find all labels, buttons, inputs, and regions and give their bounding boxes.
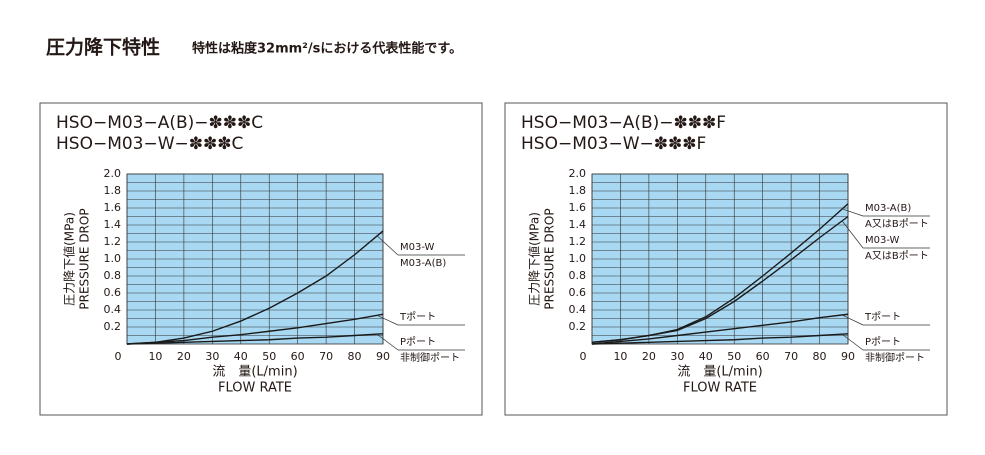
- y-tick-label: 0.4: [569, 303, 587, 316]
- y-axis-label: 圧力降下値(MPa): [527, 212, 542, 306]
- x-tick-label: 60: [756, 350, 770, 363]
- chart-frame: [504, 102, 948, 416]
- series-line: [126, 333, 384, 345]
- leader-line: [841, 220, 864, 249]
- y-tick-label: 1.0: [104, 252, 122, 265]
- page-subtitle: 特性は粘度32mm²/sにおける代表性能です。: [192, 41, 462, 57]
- legend-label: Tポート: [399, 311, 436, 323]
- x-tick-label: 20: [642, 350, 656, 363]
- y-tick-label: 0.8: [104, 269, 122, 282]
- y-tick-label: 1.4: [104, 218, 122, 231]
- legend-label: A又はBポート: [865, 218, 929, 230]
- chart-frame: [39, 102, 483, 416]
- x-tick-label: 70: [784, 350, 798, 363]
- chart-title: HSO−M03−W−✽✽✽F: [521, 134, 706, 154]
- y-tick-label: 0.6: [569, 286, 587, 299]
- x-tick-label: 30: [670, 350, 684, 363]
- page-title: 圧力降下特性: [46, 36, 160, 59]
- y-tick-label: 1.6: [569, 201, 587, 214]
- y-tick-label: 0.4: [104, 303, 122, 316]
- leader-line: [841, 208, 864, 217]
- x-tick-label: 60: [291, 350, 305, 363]
- leader-line: [376, 314, 399, 326]
- leader-line: [376, 235, 399, 256]
- legend-label: Tポート: [864, 311, 901, 323]
- x-tick-label: 0: [115, 350, 122, 363]
- y-tick-label: 0.2: [569, 320, 587, 333]
- legend-label: M03-A(B): [865, 203, 911, 214]
- x-axis-label: 流 量(L/min): [677, 365, 762, 380]
- x-tick-label: 0: [580, 350, 587, 363]
- chart-title: HSO−M03−A(B)−✽✽✽C: [56, 113, 263, 133]
- x-tick-label: 50: [727, 350, 741, 363]
- x-tick-label: 10: [148, 350, 162, 363]
- series-line: [126, 230, 384, 345]
- x-axis-label: FLOW RATE: [218, 381, 292, 396]
- x-axis-label: 流 量(L/min): [212, 365, 297, 380]
- y-tick-label: 1.2: [569, 235, 587, 248]
- y-tick-label: 2.0: [104, 167, 122, 180]
- legend-label: Pポート: [865, 336, 901, 348]
- x-tick-label: 90: [376, 350, 390, 363]
- y-tick-label: 2.0: [569, 167, 587, 180]
- legend-label: Pポート: [400, 336, 436, 348]
- y-tick-label: 0.2: [104, 320, 122, 333]
- legend-label: 非制御ポート: [400, 351, 460, 364]
- legend-label: 非制御ポート: [865, 351, 925, 364]
- x-tick-label: 30: [205, 350, 219, 363]
- x-tick-label: 80: [348, 350, 362, 363]
- x-tick-label: 90: [841, 350, 855, 363]
- x-tick-label: 40: [699, 350, 713, 363]
- legend-label: M03-A(B): [400, 258, 446, 269]
- y-tick-label: 1.6: [104, 201, 122, 214]
- x-tick-label: 40: [234, 350, 248, 363]
- series-line: [126, 313, 384, 345]
- y-tick-label: 1.8: [104, 184, 122, 197]
- y-axis-label: PRESSURE DROP: [78, 208, 92, 309]
- x-tick-label: 70: [319, 350, 333, 363]
- x-tick-label: 20: [177, 350, 191, 363]
- legend-label: M03-W: [865, 235, 900, 246]
- y-tick-label: 1.2: [104, 235, 122, 248]
- y-tick-label: 1.0: [569, 252, 587, 265]
- legend-label: M03-W: [400, 242, 435, 253]
- y-tick-label: 0.8: [569, 269, 587, 282]
- leader-line: [841, 314, 864, 326]
- leader-line: [841, 333, 864, 351]
- y-axis-label: 圧力降下値(MPa): [62, 212, 77, 306]
- y-tick-label: 1.8: [569, 184, 587, 197]
- y-axis-label: PRESSURE DROP: [543, 208, 557, 309]
- x-tick-label: 10: [613, 350, 627, 363]
- chart-title: HSO−M03−W−✽✽✽C: [56, 134, 243, 154]
- y-tick-label: 1.4: [569, 218, 587, 231]
- x-axis-label: FLOW RATE: [683, 381, 757, 396]
- leader-line: [376, 333, 399, 351]
- x-tick-label: 80: [813, 350, 827, 363]
- chart-title: HSO−M03−A(B)−✽✽✽F: [521, 113, 726, 133]
- legend-label: A又はBポート: [865, 250, 929, 262]
- series-line: [591, 333, 849, 345]
- x-tick-label: 50: [262, 350, 276, 363]
- y-tick-label: 0.6: [104, 286, 122, 299]
- series-line: [591, 313, 849, 345]
- series-line: [591, 215, 849, 343]
